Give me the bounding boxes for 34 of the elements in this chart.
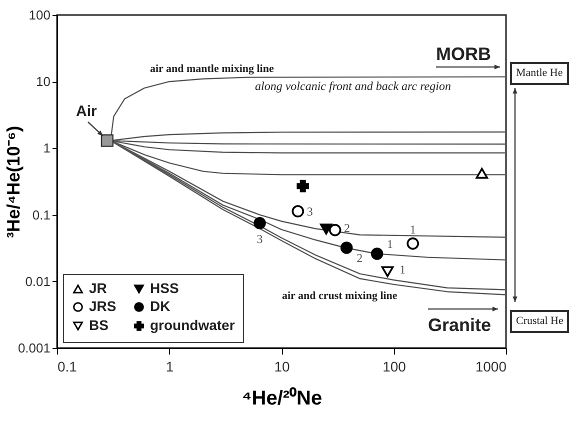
x-tick-label: 1 [166,358,174,374]
y-tick-label: 10 [36,74,50,90]
text: Crustal He [510,310,570,333]
text: Mantle He [510,62,569,85]
legend-label: groundwater [150,317,236,333]
legend-label: HSS [150,280,179,296]
annotation: MORB [436,44,491,64]
legend-label: BS [89,317,108,333]
y-tick-label: 0.001 [18,340,50,356]
annotation: 1 [410,222,416,237]
annotation: 1 [387,236,394,251]
annotation: along volcanic front and back arc region [255,79,451,93]
legend-label: JR [89,280,107,296]
annotation: 3 [256,232,263,246]
annotation: 3 [306,204,313,218]
x-tick-label: 1000 [475,358,507,374]
y-tick-label: 0.1 [32,207,50,222]
annotation: Air [76,103,97,120]
annotation: 2 [344,221,350,236]
legend-label: DK [150,298,170,314]
y-tick-label: 0.01 [25,274,50,289]
legend-label: JRS [89,298,116,314]
annotation: Granite [428,315,492,335]
y-tick-label: 100 [28,8,50,22]
annotation: air and crust mixing line [282,290,398,302]
x-axis-title: ⁴He/²⁰Ne [242,386,322,410]
annotation: air and mantle mixing line [150,63,274,75]
y-tick-label: 1 [43,140,50,156]
y-axis-title: ³He/⁴He(10⁻⁶) [4,126,24,238]
x-tick-label: 100 [382,358,406,374]
x-tick-label: 0.1 [58,358,78,374]
annotation: 1 [400,262,406,277]
annotation: 2 [356,250,363,265]
x-tick-label: 10 [274,358,290,374]
